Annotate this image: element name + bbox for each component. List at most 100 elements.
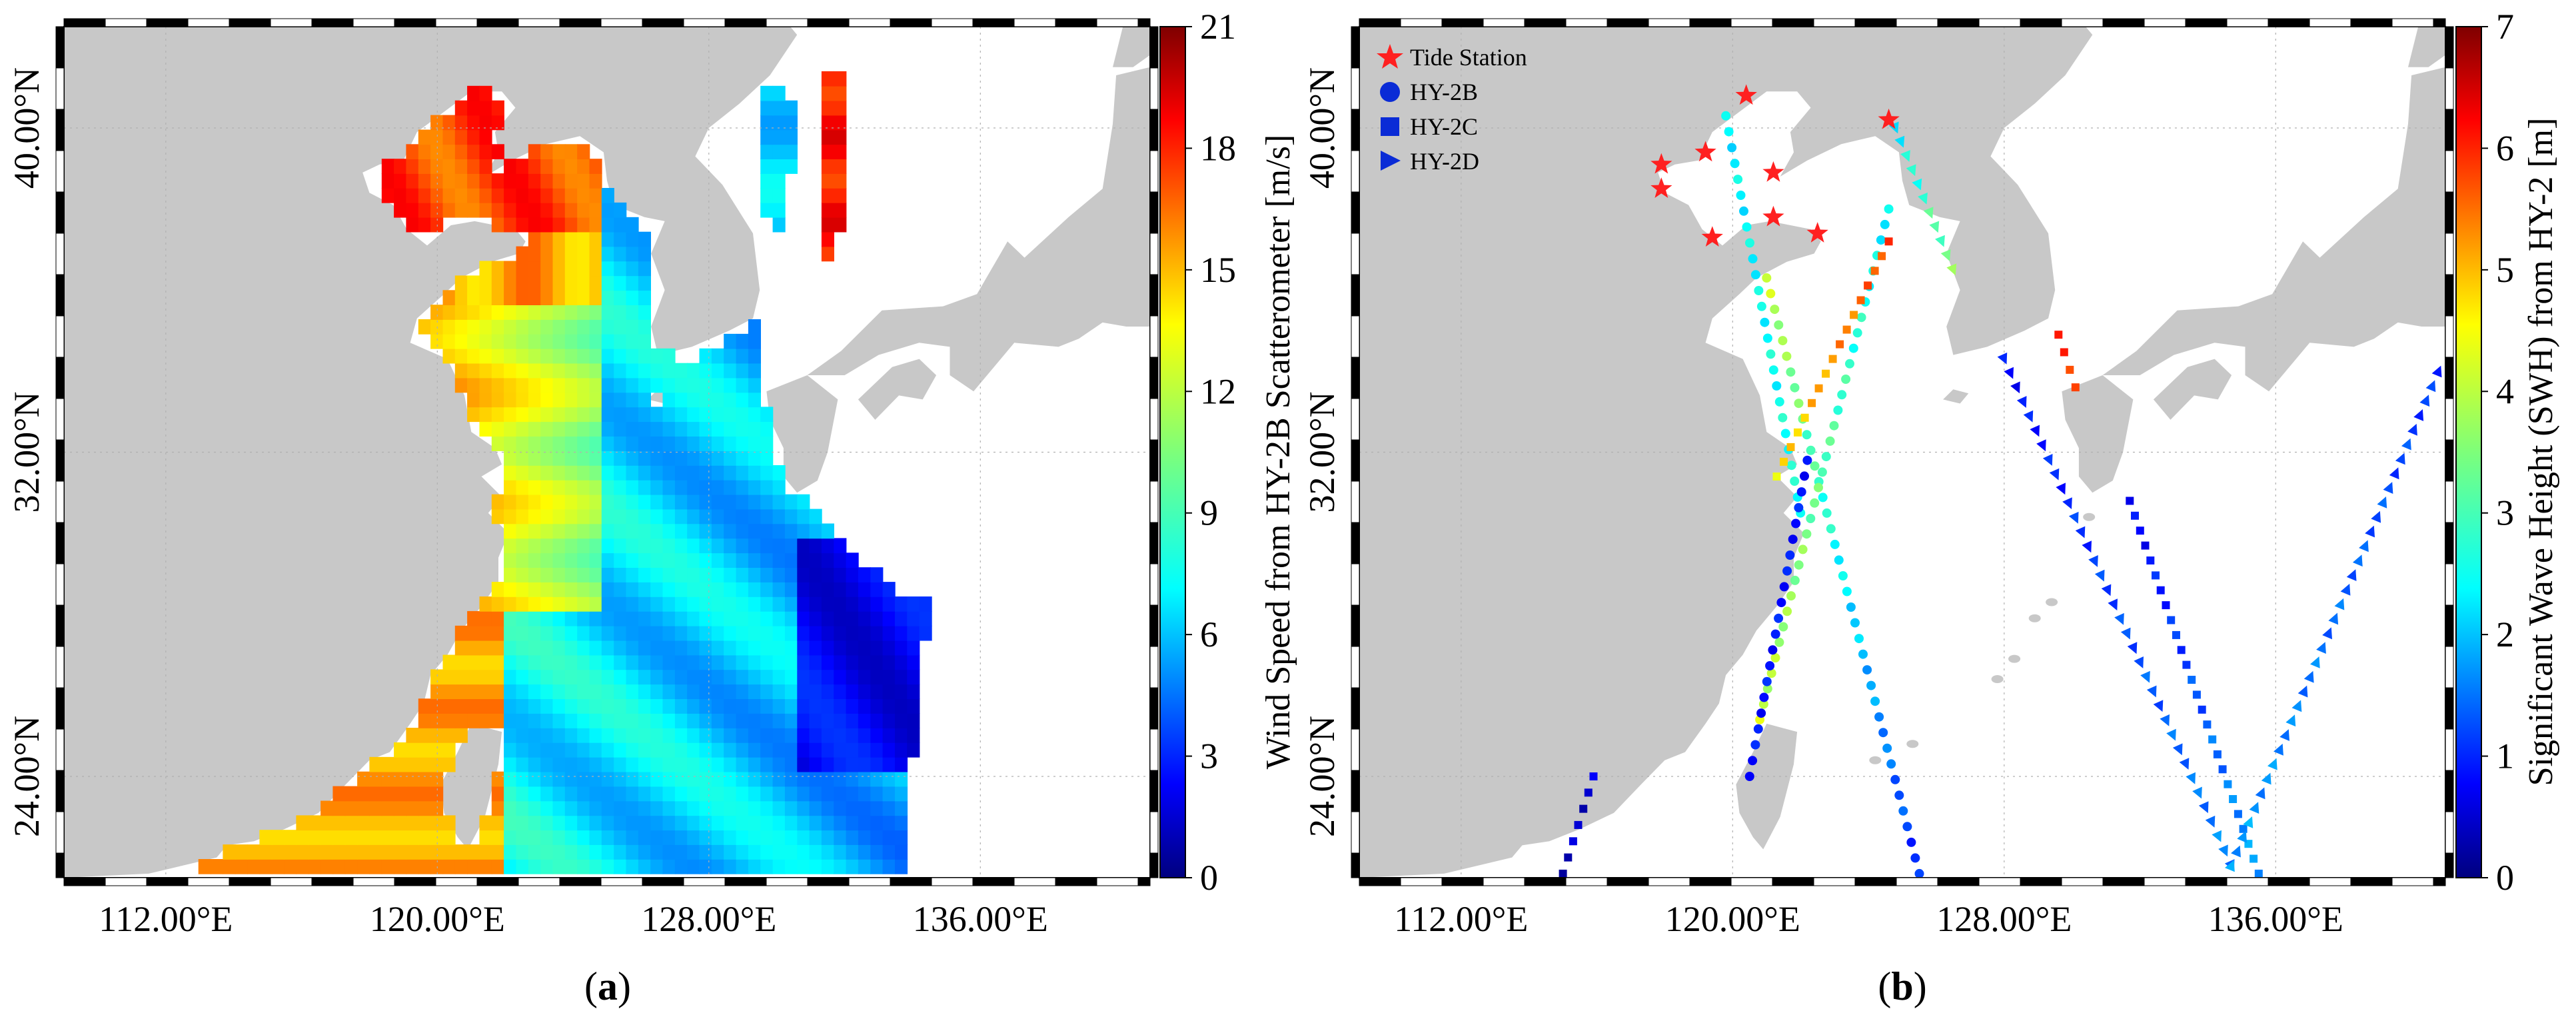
hy-2b-track-point [1774,397,1784,407]
wind-cell [809,523,822,539]
wind-cell [736,698,749,714]
wind-cell [772,800,786,816]
wind-cell [564,625,578,641]
panel-b-frame-segment [1607,18,1649,27]
wind-cell [638,494,651,510]
wind-cell [650,523,664,539]
wind-cell [504,159,517,174]
hy-2d-track-point [2114,612,2124,625]
wind-cell [699,552,712,568]
hy-2b-track-point [1876,235,1886,245]
wind-cell [748,363,761,379]
wind-cell [784,610,798,626]
wind-cell [638,830,651,845]
panel-b-frame-segment [1400,18,1443,27]
panel-b-frame-segment [1689,18,1732,27]
panel-a-wind-field [198,71,932,874]
wind-cell [577,217,590,233]
hy-2c-track-point [1772,473,1781,481]
wind-cell [834,202,847,218]
wind-cell [626,786,639,802]
wind-cell [895,698,908,714]
wind-cell [699,771,712,787]
wind-cell [577,407,590,423]
wind-cell [638,421,651,437]
hy-2c-track-point [1780,457,1788,466]
wind-cell [626,319,639,335]
hy-2b-track-point [1778,622,1788,632]
wind-cell [454,844,468,860]
wind-cell [834,640,847,656]
wind-cell [540,844,554,860]
wind-cell [577,771,590,787]
wind-cell [540,144,554,159]
legend-circle-icon [1380,82,1400,102]
wind-cell [430,129,444,145]
wind-cell [491,494,504,510]
wind-cell [540,173,554,189]
hy-2c-track-point [2152,571,2160,580]
colorbar-b-gradient [2455,26,2482,878]
hy-2b-track-point [1830,539,1840,549]
wind-cell [821,552,834,568]
wind-cell [381,844,394,860]
wind-cell [797,669,810,685]
hy-2c-track-point [1878,252,1886,261]
wind-cell [614,669,627,685]
wind-cell [552,144,566,159]
wind-cell [626,742,639,758]
wind-cell [479,333,492,349]
wind-cell [748,348,761,364]
wind-cell [454,319,468,335]
wind-cell [821,610,834,626]
wind-cell [467,348,480,364]
wind-cell [454,100,468,116]
wind-cell [834,582,847,597]
wind-cell [858,582,871,597]
panel-b-frame-segment [2309,877,2351,886]
wind-cell [895,684,908,699]
wind-cell [858,698,871,714]
wind-cell [809,552,822,568]
wind-cell [284,830,297,845]
wind-cell [724,451,737,466]
wind-cell [528,246,541,262]
wind-cell [882,596,896,612]
wind-cell [589,348,602,364]
panel-a-frame-segment [683,877,726,886]
wind-cell [614,333,627,349]
wind-cell [491,188,504,203]
wind-cell [736,713,749,728]
panel-a-frame-segment [270,18,313,27]
wind-cell [699,465,712,481]
wind-cell [711,596,724,612]
panel-b-grid [1359,27,2445,878]
wind-cell [772,698,786,714]
wind-cell [724,859,737,874]
wind-cell [528,625,541,641]
wind-cell [834,786,847,802]
wind-cell [882,830,896,845]
wind-cell [870,800,884,816]
wind-cell [907,684,920,699]
wind-cell [772,756,786,772]
wind-cell [479,377,492,393]
wind-cell [589,567,602,582]
wind-cell [564,363,578,379]
wind-cell [344,859,358,874]
wind-cell [699,815,712,831]
wind-cell [821,188,834,203]
panel-b-frame-segment [1351,563,1360,606]
wind-cell [809,654,822,670]
wind-cell [564,305,578,320]
wind-cell [724,713,737,728]
wind-cell [809,538,822,554]
wind-cell [870,582,884,597]
hy-2b-track-point [1759,692,1769,702]
wind-cell [357,800,370,816]
wind-cell [564,567,578,582]
wind-cell [528,436,541,451]
wind-cell [736,640,749,656]
wind-cell [772,596,786,612]
wind-cell [601,509,614,524]
